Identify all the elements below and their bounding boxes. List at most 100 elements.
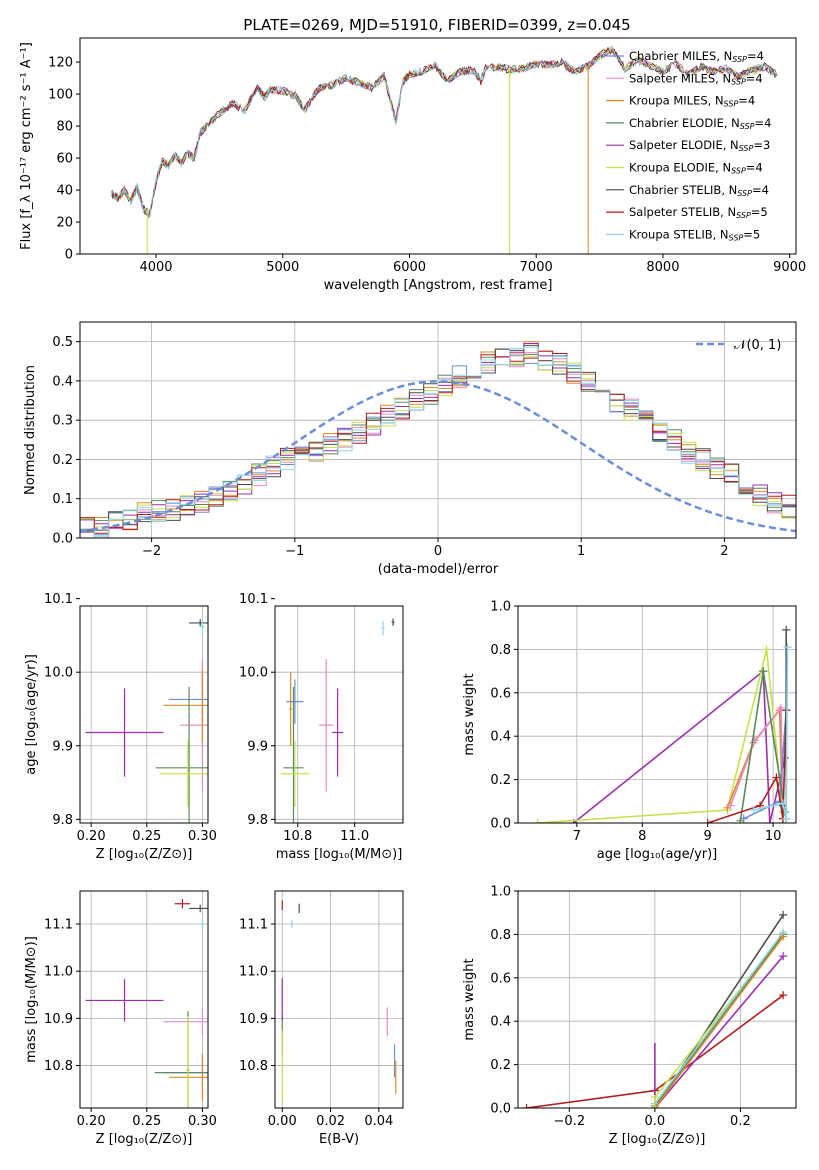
plot-area: [275, 891, 403, 1108]
y-tick-label: 40: [56, 184, 73, 199]
y-tick-label: 0.8: [490, 643, 511, 658]
y-tick-label: 0: [65, 248, 73, 263]
y-tick-label: 0.3: [52, 414, 73, 429]
weight-marker: [759, 667, 768, 676]
weight-marker: [762, 645, 771, 654]
plot-area: [518, 891, 796, 1108]
x-tick-label: 0.2: [730, 1114, 751, 1129]
y-tick-label: 100: [48, 88, 73, 103]
legend-label: Kroupa STELIB, NSSP=5: [629, 227, 760, 242]
legend-label: Chabrier MILES, NSSP=4: [629, 49, 764, 64]
legend-label: Kroupa ELODIE, NSSP=4: [629, 161, 763, 176]
x-tick-label: 9000: [773, 260, 806, 275]
legend-label: Chabrier STELIB, NSSP=4: [629, 183, 769, 198]
x-tick-label: 10: [765, 829, 782, 844]
axes-frame: [274, 605, 404, 824]
plot-area: [80, 322, 796, 538]
weight-marker: [533, 819, 542, 823]
x-axis-label: wavelength [Angstrom, rest frame]: [324, 278, 553, 293]
histogram-step: [80, 350, 796, 538]
x-tick-label: 0.25: [132, 829, 161, 844]
y-tick-label: 0.0: [490, 1102, 511, 1117]
y-tick-label: 0.0: [490, 817, 511, 832]
panel-z-weight: −0.2 0.0 0.2 0.0 0.2 0.4 0.6 0.8 1.0 Z [log₁₀(Z/Z…: [462, 885, 797, 1147]
y-tick-label: 0.0: [52, 532, 73, 547]
x-tick-label: 8: [638, 829, 646, 844]
y-axis-label: mass weight: [462, 958, 477, 1040]
panel-z-mass: 0.20 0.25 0.30 10.8 10.9 11.0 11.1 Z [log₁₀(Z/Z…: [24, 890, 217, 1147]
y-tick-label: 0.2: [52, 453, 73, 468]
weight-line: [573, 669, 786, 823]
weight-line: [654, 931, 784, 1105]
y-tick-label: 0.2: [490, 773, 511, 788]
legend-label: 𝒩(0, 1): [734, 338, 781, 353]
x-tick-label: 0: [434, 544, 442, 559]
y-tick-label: 9.8: [247, 813, 268, 828]
panel-spectrum: 4000 5000 6000 7000 8000 9000 0 20 40 60 80 100 120 w…: [19, 37, 806, 293]
x-tick-label: 0.30: [188, 1114, 217, 1129]
legend: Chabrier MILES, NSSP=4 Salpeter MILES, NS…: [606, 49, 771, 243]
x-axis-label: Z [log₁₀(Z/Z⊙)]: [96, 847, 193, 862]
plot-area: [275, 606, 403, 823]
y-tick-label: 10.8: [239, 1059, 268, 1074]
x-axis-label: E(B-V): [319, 1132, 359, 1147]
x-axis-label: Z [log₁₀(Z/Z⊙)]: [96, 1132, 193, 1147]
legend: 𝒩(0, 1): [696, 338, 781, 353]
weight-line: [753, 647, 789, 819]
x-tick-label: 0.20: [77, 1114, 106, 1129]
legend-label: Salpeter ELODIE, NSSP=3: [629, 138, 770, 153]
x-tick-label: 0.20: [77, 829, 106, 844]
weight-line: [654, 933, 784, 1107]
y-tick-label: 0.2: [490, 1058, 511, 1073]
panel-ebv-mass: 0.00 0.02 0.04 10.8 10.9 11.0 11.1 E(B-V): [239, 890, 404, 1147]
y-tick-label: 0.5: [52, 335, 73, 350]
x-tick-label: 6000: [393, 260, 426, 275]
legend-label: Kroupa MILES, NSSP=4: [629, 94, 755, 109]
y-tick-label: 0.6: [490, 971, 511, 986]
weight-marker: [779, 991, 788, 1000]
x-tick-label: 0.0: [645, 1114, 666, 1129]
axes-frame: [274, 890, 404, 1109]
y-tick-label: 80: [56, 120, 73, 135]
y-tick-label: 10.9: [44, 1012, 73, 1027]
plot-area: [518, 606, 796, 823]
normal-reference-curve: [80, 380, 796, 533]
y-tick-label: 0.6: [490, 686, 511, 701]
x-tick-label: 8000: [646, 260, 679, 275]
legend-label: Salpeter STELIB, NSSP=5: [629, 205, 768, 220]
y-tick-label: 11.1: [239, 918, 268, 933]
weight-marker: [772, 773, 781, 782]
y-tick-label: 1.0: [490, 885, 511, 900]
weight-line: [654, 936, 784, 1108]
weight-marker: [782, 625, 791, 634]
y-tick-label: 1.0: [490, 600, 511, 615]
panel-residuals: −2 −1 0 1 2 0.0 0.1 0.2 0.3 0.4 0.5 (data-model)/er…: [23, 321, 797, 577]
weight-marker: [782, 814, 791, 823]
axes-frame: [79, 605, 209, 824]
plot-area: [80, 606, 208, 823]
y-tick-label: 0.4: [52, 374, 73, 389]
y-tick-label: 20: [56, 216, 73, 231]
x-tick-label: −1: [285, 544, 304, 559]
x-tick-label: 11.0: [340, 829, 369, 844]
axes-frame: [79, 890, 209, 1109]
weight-marker: [749, 805, 758, 814]
x-tick-label: 0.00: [268, 1114, 297, 1129]
x-tick-label: 9: [704, 829, 712, 844]
x-tick-label: 0.25: [132, 1114, 161, 1129]
plot-area: [111, 44, 778, 254]
weight-marker: [779, 910, 788, 919]
y-axis-label: Flux [f_λ 10⁻¹⁷ erg cm⁻² s⁻¹ A⁻¹]: [19, 42, 34, 250]
axes-frame: [517, 605, 797, 824]
panels: 4000 5000 6000 7000 8000 9000020406080100120w…: [19, 37, 806, 1147]
x-tick-label: 0.02: [316, 1114, 345, 1129]
y-axis-label: age [log₁₀(age/yr)]: [24, 654, 39, 775]
y-tick-label: 9.8: [52, 813, 73, 828]
x-tick-label: 7000: [520, 260, 553, 275]
x-tick-label: 0.30: [188, 829, 217, 844]
axes-frame: [517, 890, 797, 1109]
panel-age-weight: 7 8 9 10 0.0 0.2 0.4 0.6 0.8 1.0 age [log₁₀(age/yr…: [462, 600, 797, 862]
weight-marker: [765, 819, 774, 823]
x-axis-label: mass [log₁₀(M/M⊙)]: [276, 847, 403, 862]
weight-marker: [779, 932, 788, 941]
